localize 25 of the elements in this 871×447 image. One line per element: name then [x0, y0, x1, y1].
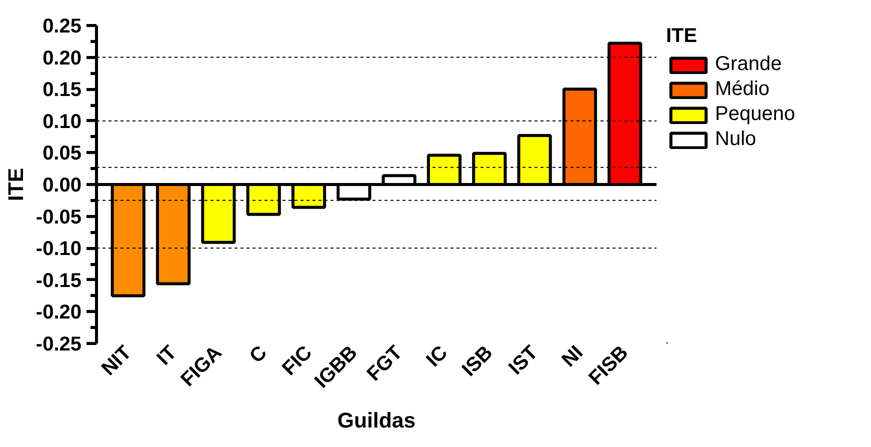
y-tick-label: 0.25: [42, 16, 82, 38]
y-axis-title: ITE: [4, 168, 28, 202]
y-tick-label: 0.10: [42, 110, 82, 133]
y-tick-label: -0.05: [36, 206, 82, 228]
legend-title: ITE: [666, 25, 698, 48]
legend-label: Médio: [715, 78, 770, 101]
y-tick-label: -0.20: [36, 302, 82, 324]
legend-label: Grande: [715, 53, 782, 76]
x-tick-label: C: [246, 342, 272, 368]
x-tick-label: IST: [504, 342, 542, 380]
x-tick-label: NIT: [98, 342, 136, 380]
y-tick-label: -0.10: [36, 238, 82, 260]
legend-label: Nulo: [715, 128, 756, 151]
y-tick-label: 0.00: [42, 174, 82, 196]
y-tick-label: -0.25: [36, 334, 82, 356]
x-tick-label: IC: [422, 342, 452, 372]
x-tick-label: NI: [558, 342, 588, 372]
y-tick-label: 0.15: [42, 79, 82, 102]
x-axis-title: Guildas: [337, 408, 416, 432]
x-tick-label: IT: [152, 342, 182, 370]
y-tick-label: 0.05: [42, 142, 82, 165]
y-tick-label: 0.20: [42, 47, 82, 70]
y-tick-label: -0.15: [36, 270, 82, 292]
x-tick-label: ISB: [458, 342, 498, 381]
legend-label: Pequeno: [715, 103, 796, 126]
